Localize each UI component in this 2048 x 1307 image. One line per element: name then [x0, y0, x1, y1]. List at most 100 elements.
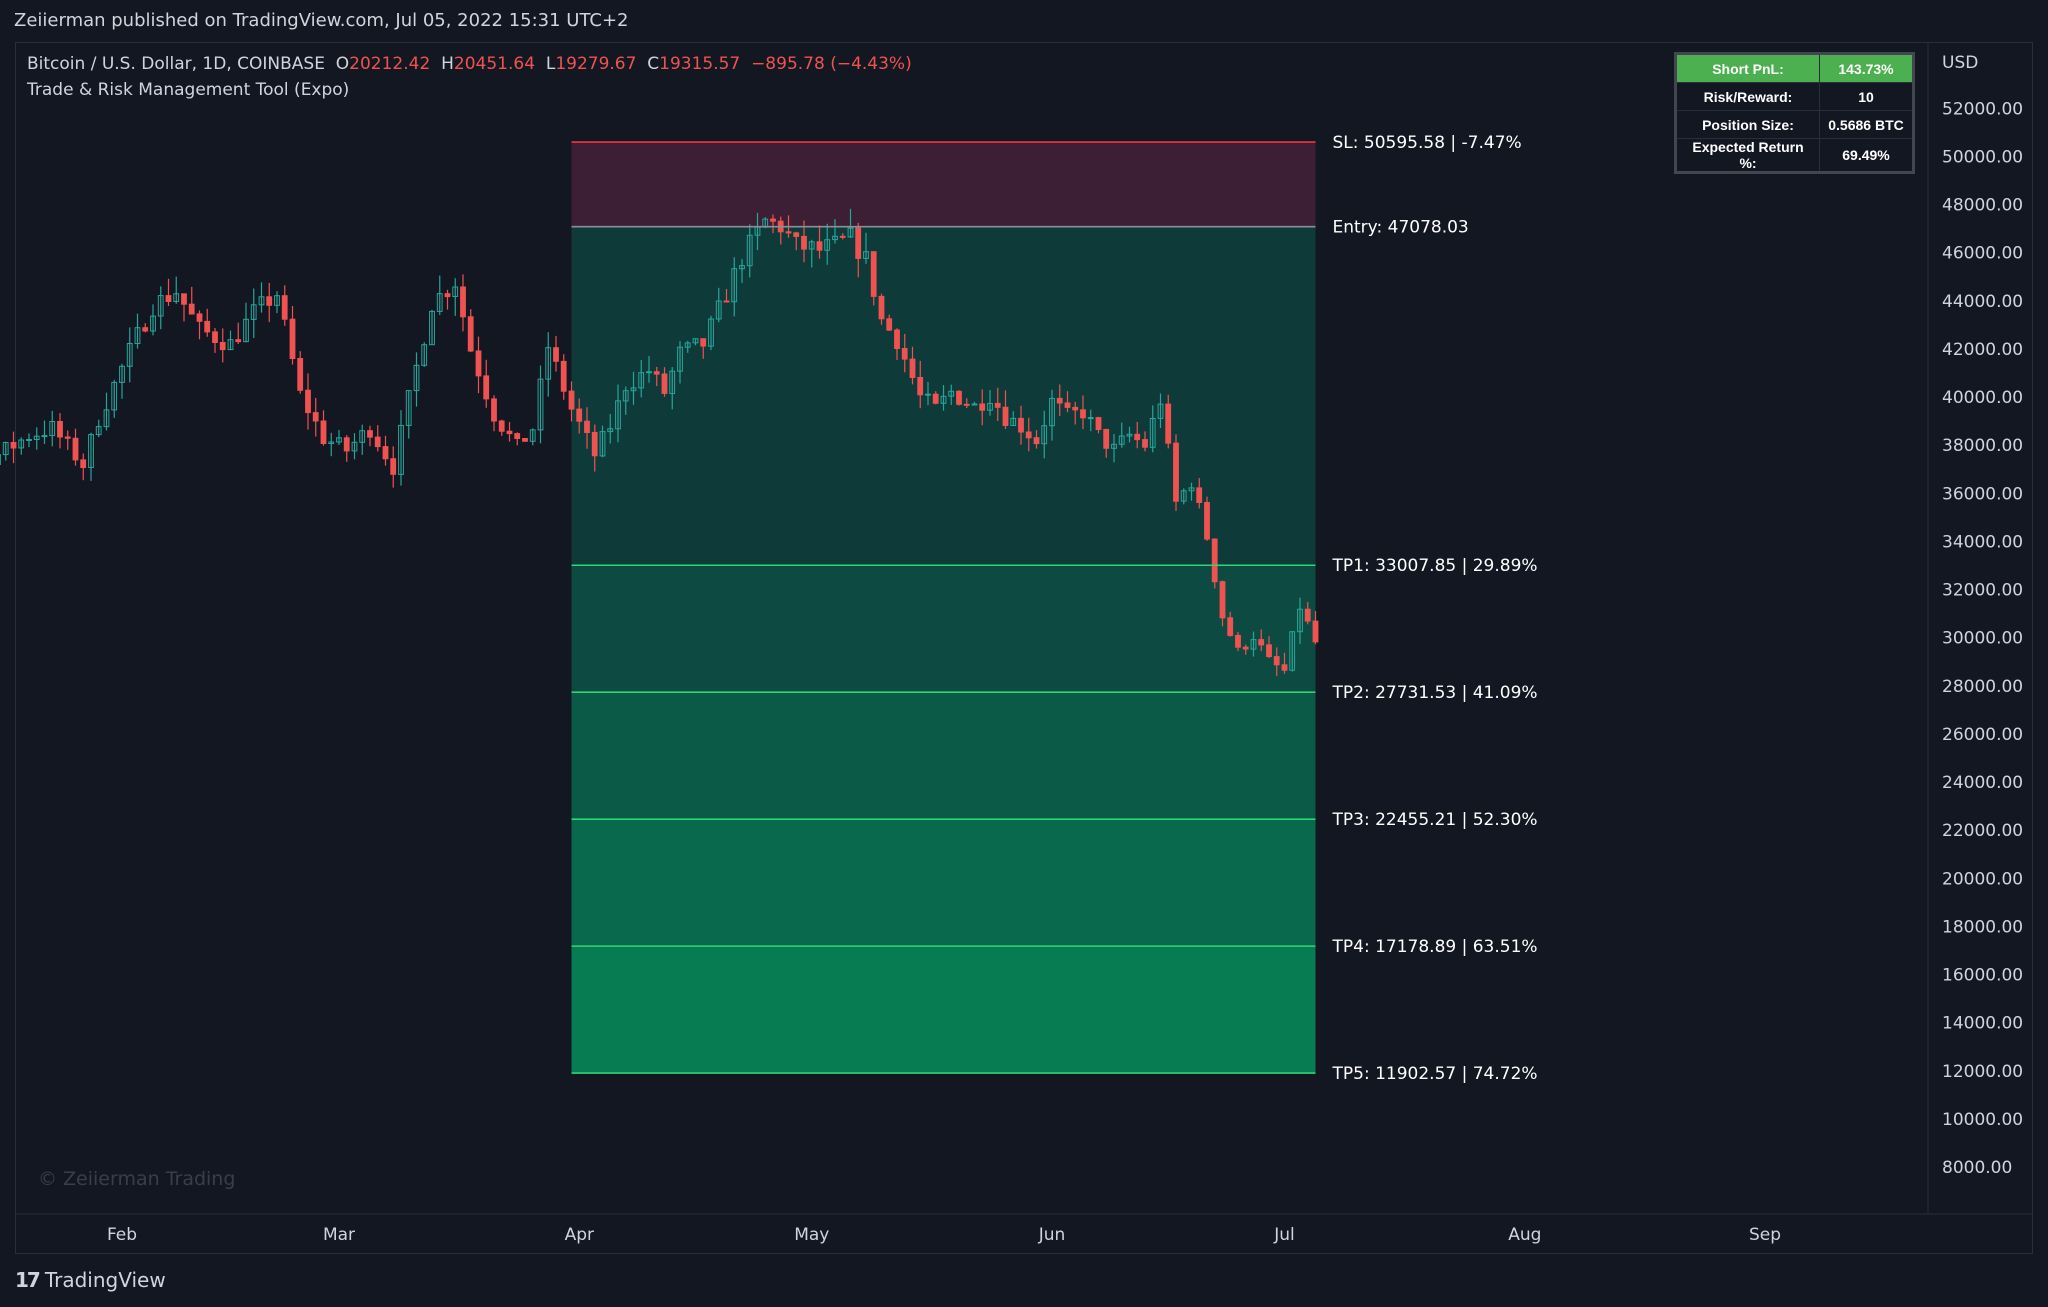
candle-up: [1118, 435, 1125, 445]
tp3-zone: [571, 692, 1316, 820]
candle-up: [18, 439, 25, 449]
candle-down: [1002, 406, 1009, 426]
candle-down: [1211, 538, 1218, 583]
candle-down: [460, 286, 466, 318]
candle-down: [289, 318, 296, 360]
price-tick-label: 22000.00: [1942, 821, 2023, 841]
candle-up: [41, 435, 48, 438]
candle-down: [568, 390, 575, 410]
price-tick-label: 38000.00: [1942, 436, 2023, 456]
candle-up: [126, 343, 133, 367]
candle-up: [692, 338, 699, 344]
candle-down: [855, 227, 862, 259]
price-axis[interactable]: USD 52000.00 50000.00 48000.00 46000.00 4400…: [1942, 53, 2023, 1178]
open-value: 20212.42: [349, 54, 431, 74]
candle-down: [1227, 617, 1234, 636]
candle-down: [297, 358, 304, 391]
time-axis[interactable]: Feb Mar Apr May Jun Jul Aug Sep: [107, 1225, 1781, 1245]
candle-down: [498, 420, 505, 432]
candle-up: [537, 378, 544, 431]
candle-down: [522, 438, 528, 442]
candle-down: [165, 295, 172, 303]
candle-down: [553, 347, 559, 362]
candle-down: [576, 408, 583, 422]
high-label: H: [441, 54, 454, 74]
pnl-row-short: Short PnL: 143.73%: [1675, 53, 1914, 83]
time-tick-label: Aug: [1508, 1225, 1541, 1245]
pnl-row-label: Expected Return %:: [1675, 138, 1820, 173]
candle-down: [839, 235, 846, 238]
candle-up: [351, 441, 358, 452]
candle-down: [1258, 639, 1265, 646]
candle-up: [925, 393, 931, 396]
candle-up: [88, 434, 94, 468]
candle-up: [677, 346, 683, 372]
published-info: Zeiierman published on TradingView.com, …: [14, 10, 629, 31]
candle-down: [444, 293, 451, 298]
candle-down: [1219, 581, 1226, 619]
pnl-row-value: 10: [1819, 82, 1914, 111]
time-tick-label: Apr: [565, 1225, 594, 1245]
tp5-label: TP5: 11902.57 | 74.72%: [1332, 1064, 1538, 1084]
candle-up: [452, 286, 459, 297]
candle-up: [971, 403, 978, 406]
candle-up: [1188, 487, 1195, 492]
price-tick-label: 52000.00: [1942, 99, 2023, 119]
candle-down: [932, 393, 939, 404]
time-tick-label: Jul: [1273, 1225, 1295, 1245]
candle-down: [894, 329, 900, 349]
tradingview-logo[interactable]: 17 TradingView: [15, 1268, 166, 1292]
candle-up: [1010, 417, 1017, 426]
candle-down: [10, 442, 17, 449]
candle-up: [243, 318, 249, 343]
candle-up: [398, 424, 404, 475]
chart-legend: Bitcoin / U.S. Dollar, 1D, COINBASE O202…: [27, 54, 912, 100]
price-tick-label: 34000.00: [1942, 532, 2023, 552]
candle-up: [111, 381, 118, 411]
candle-down: [374, 436, 381, 448]
candle-down: [514, 433, 521, 440]
candle-up: [49, 421, 56, 437]
candle-up: [413, 364, 420, 392]
candle-down: [1056, 397, 1063, 404]
candle-down: [700, 338, 707, 347]
candle-down: [1134, 433, 1141, 441]
candle-up: [274, 295, 280, 306]
candle-up: [1149, 418, 1156, 448]
pnl-row-label: Position Size:: [1675, 110, 1820, 139]
symbol-label[interactable]: Bitcoin / U.S. Dollar, 1D, COINBASE: [27, 54, 325, 74]
currency-label: USD: [1942, 53, 1978, 73]
candle-down: [1242, 646, 1249, 650]
candles: [0, 208, 1319, 676]
open-label: O: [335, 54, 350, 74]
high-value: 20451.64: [453, 54, 536, 74]
price-tick-label: 40000.00: [1942, 388, 2023, 408]
candle-down: [491, 398, 497, 422]
candle-down: [320, 420, 327, 444]
candle-down: [801, 235, 807, 250]
candle-down: [367, 430, 373, 438]
candle-down: [785, 231, 792, 234]
candle-up: [599, 431, 606, 457]
candle-down: [483, 375, 490, 400]
candle-up: [824, 239, 831, 251]
indicator-name[interactable]: Trade & Risk Management Tool (Expo): [27, 80, 350, 100]
price-tick-label: 14000.00: [1942, 1014, 2023, 1034]
candle-down: [770, 218, 776, 222]
candle-up: [715, 300, 722, 320]
price-tick-label: 44000.00: [1942, 292, 2023, 312]
candle-down: [235, 339, 242, 343]
candle-down: [475, 350, 482, 377]
candle-down: [963, 403, 970, 406]
candle-down: [994, 402, 1001, 408]
price-tick-label: 28000.00: [1942, 677, 2023, 697]
tp4-zone: [571, 819, 1316, 947]
price-tick-label: 18000.00: [1942, 917, 2023, 937]
candle-down: [196, 313, 203, 322]
time-tick-label: May: [794, 1225, 829, 1245]
tp1-label: TP1: 33007.85 | 29.89%: [1332, 556, 1538, 576]
footer-bar: [0, 1254, 2048, 1307]
candle-up: [119, 365, 125, 383]
candle-down: [878, 295, 885, 320]
